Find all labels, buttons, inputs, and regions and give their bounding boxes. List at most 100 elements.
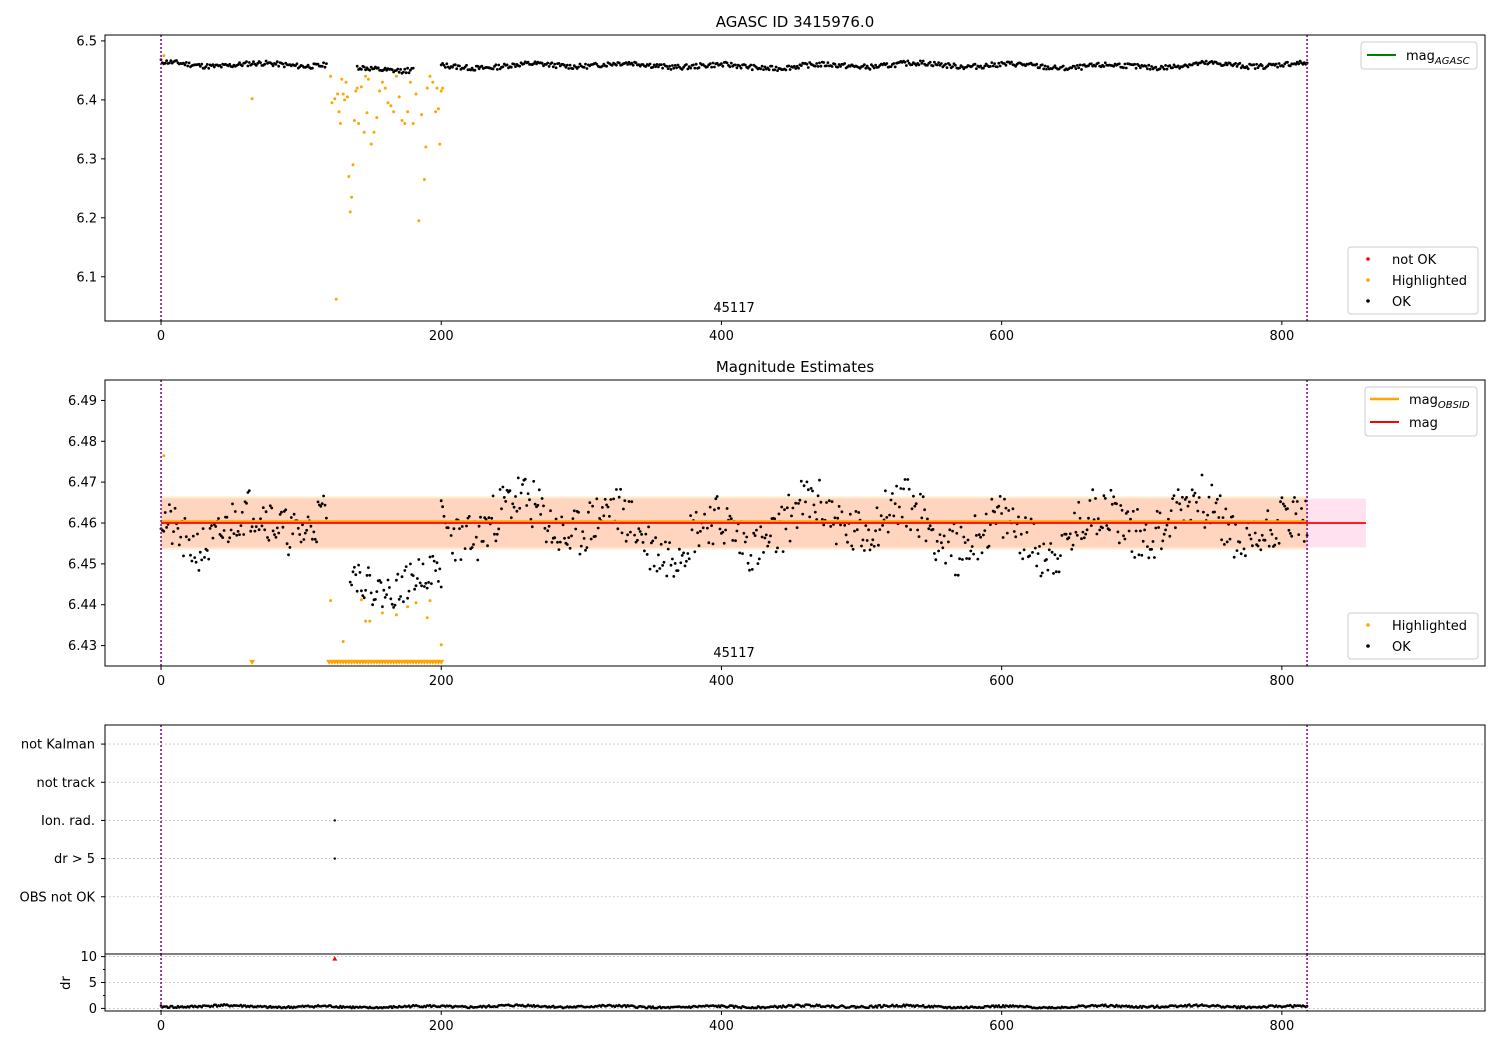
ok-point (867, 528, 870, 532)
ok-point (1003, 497, 1006, 501)
ok-point (1001, 536, 1005, 539)
ok-point (197, 569, 201, 572)
ok-point (311, 66, 314, 70)
ok-point (207, 66, 211, 70)
ok-point (1075, 64, 1079, 67)
ok-point (1098, 528, 1102, 532)
ok-point (1294, 512, 1298, 516)
ok-point (311, 537, 314, 541)
ok-point (446, 526, 450, 530)
ok-point (493, 532, 496, 536)
ok-point (787, 64, 791, 68)
ok-point (367, 566, 370, 569)
magnitude-estimates-panel: Magnitude Estimates 0 200 400 600 800 6.43 6.4… (68, 358, 1486, 689)
ok-point (497, 63, 501, 67)
ok-point (1286, 60, 1289, 64)
ok-point (685, 63, 688, 66)
ok-point (558, 540, 562, 544)
y-tick-label: 6.3 (76, 152, 97, 167)
ok-point (1225, 540, 1229, 544)
ok-point (830, 500, 834, 503)
ok-point (885, 62, 889, 65)
ok-point (183, 63, 187, 67)
ok-point (906, 59, 910, 63)
ok-point (839, 523, 842, 527)
ok-point (1277, 62, 1281, 65)
highlighted-point (375, 116, 379, 120)
ok-point (191, 534, 195, 538)
ok-point (657, 65, 660, 69)
ok-point (872, 544, 876, 548)
ok-point (397, 70, 401, 74)
ok-point (480, 64, 484, 68)
ok-point (567, 536, 571, 539)
ok-point (900, 515, 904, 519)
ok-point (1103, 61, 1107, 65)
ok-point (659, 63, 663, 66)
ok-point (240, 510, 244, 514)
ok-point (245, 501, 248, 505)
ok-point (579, 544, 583, 548)
highlighted-point (408, 80, 412, 84)
ok-point (933, 552, 936, 555)
highlighted-point (330, 101, 334, 105)
ok-point (792, 64, 796, 68)
ok-point (916, 528, 919, 532)
ok-point (721, 64, 725, 68)
ok-point (808, 515, 812, 519)
ok-point (640, 533, 643, 536)
ok-point (536, 503, 540, 507)
ok-point (1077, 66, 1081, 70)
ok-point (306, 515, 310, 519)
ok-point (563, 536, 566, 540)
legend-label-ok: OK (1392, 295, 1411, 310)
highlighted-point (436, 107, 440, 111)
ok-point (1228, 537, 1232, 541)
ok-point (1085, 528, 1089, 532)
ok-point (323, 65, 327, 69)
highlighted-point (394, 74, 398, 78)
ok-point (836, 516, 840, 520)
ok-point (679, 561, 683, 565)
ok-point (790, 514, 793, 518)
ok-point (797, 502, 800, 505)
ok-point (710, 524, 713, 527)
ok-point (523, 477, 527, 481)
ok-point (696, 531, 699, 535)
ok-point (458, 64, 461, 68)
y-tick-label: 10 (80, 950, 97, 965)
dr-data (159, 954, 1309, 1011)
ok-point (1089, 62, 1093, 66)
ok-point (997, 61, 1001, 65)
ok-point (1080, 537, 1083, 541)
ok-point (694, 510, 698, 514)
ok-point (780, 505, 784, 509)
ok-point (979, 64, 982, 68)
ok-point (846, 540, 849, 544)
ok-point (1038, 545, 1041, 548)
ok-point (776, 69, 779, 72)
ok-point (383, 66, 387, 70)
ok-point (316, 62, 320, 66)
ok-point (636, 538, 639, 542)
ok-point (1049, 542, 1053, 545)
highlighted-point (364, 619, 368, 623)
x-tick-label: 800 (1269, 674, 1294, 689)
ok-point (629, 530, 632, 534)
ok-point (233, 510, 237, 513)
ok-point (603, 497, 607, 501)
ok-point (320, 64, 324, 68)
ok-point (399, 595, 402, 598)
ok-point (1031, 551, 1034, 554)
ok-point (739, 66, 743, 70)
ok-point (605, 64, 608, 68)
y-tick-label: 5 (89, 976, 97, 991)
highlighted-point (334, 297, 338, 301)
ok-point (1175, 501, 1179, 504)
ok-point (494, 63, 498, 67)
ok-point (226, 540, 230, 544)
ok-point (924, 539, 928, 543)
ok-point (1203, 62, 1207, 65)
ok-point (718, 527, 722, 531)
